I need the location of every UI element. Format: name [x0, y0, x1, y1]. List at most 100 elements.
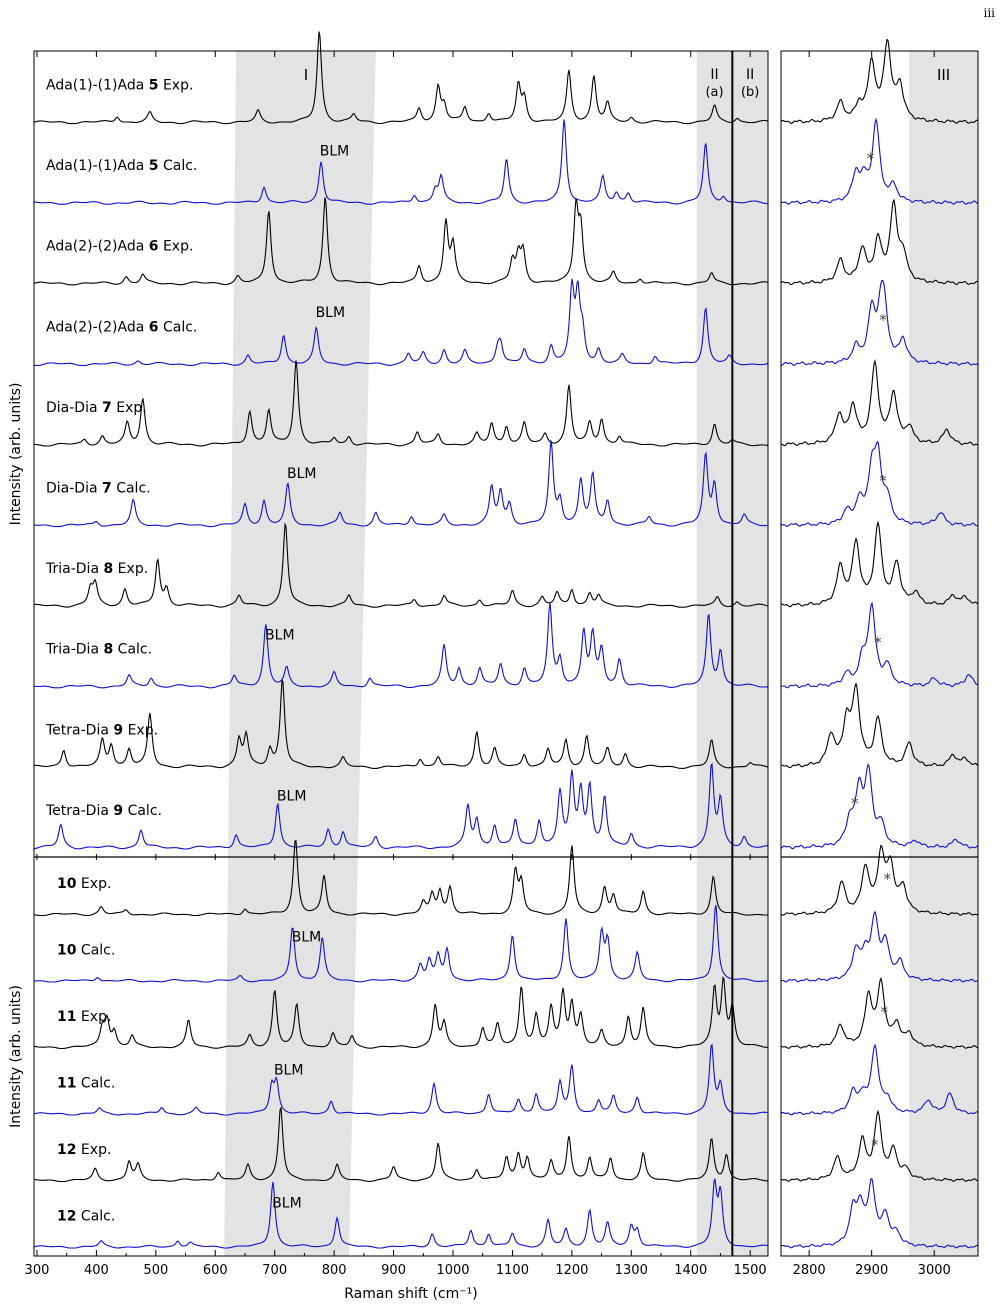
spectrum-label-0-0: Ada(1)-(1)Ada 5 Exp.	[46, 78, 193, 94]
region-IIb-sublabel: (b)	[741, 85, 759, 100]
label-kind: Exp.	[159, 239, 194, 255]
spectrum-main-0-1	[33, 119, 769, 205]
label-kind: Calc.	[112, 481, 151, 497]
spectrum-main-0-6	[33, 522, 769, 608]
blm-label-1-5: BLM	[272, 1196, 301, 1212]
label-kind: Exp.	[123, 722, 158, 738]
main-panel-frame	[33, 50, 769, 1257]
label-kind: Exp.	[112, 400, 147, 416]
x-tick-label-700: 700	[262, 1263, 287, 1278]
label-compound-number: 6	[149, 239, 159, 255]
spectrum-label-0-7: Tria-Dia 8 Calc.	[45, 642, 152, 658]
spectrum-main-0-4	[34, 360, 769, 447]
side-x-tick-label-2900: 2900	[855, 1263, 888, 1278]
spectrum-label-0-1: Ada(1)-(1)Ada 5 Calc.	[46, 158, 197, 174]
spectrum-side-0-1	[780, 117, 979, 205]
spectra-lines	[33, 31, 979, 1249]
blm-label-1-1: BLM	[292, 930, 321, 946]
blm-label-0-5: BLM	[287, 466, 316, 482]
star-marker-1-2: *	[880, 1003, 888, 1021]
label-kind: Exp.	[76, 1142, 111, 1158]
spectrum-label-1-4: 12 Exp.	[57, 1142, 111, 1158]
spectrum-side-1-4	[780, 1109, 979, 1182]
label-name: Tetra-Dia	[45, 722, 113, 738]
label-compound-number: 11	[57, 1009, 76, 1025]
label-kind: Calc.	[76, 1209, 115, 1225]
spectrum-side-1-0	[780, 844, 979, 916]
label-kind: Calc.	[159, 158, 198, 174]
star-marker-1-4: *	[871, 1136, 879, 1154]
spectrum-label-0-8: Tetra-Dia 9 Exp.	[45, 722, 158, 738]
y-axis-label-top: Intensity (arb. units)	[8, 383, 24, 526]
spectrum-side-0-9	[780, 763, 979, 850]
x-axis-label: Raman shift (cm⁻¹)	[344, 1286, 477, 1302]
label-compound-number: 7	[102, 400, 112, 416]
spectrum-side-0-2	[780, 198, 979, 286]
label-compound-number: 9	[113, 722, 123, 738]
spectrum-label-1-0: 10 Exp.	[57, 876, 111, 892]
spectrum-main-0-3	[34, 278, 769, 366]
x-tick-label-500: 500	[143, 1263, 168, 1278]
spectrum-main-1-5	[33, 1178, 769, 1249]
spectrum-main-1-1	[34, 904, 768, 983]
spectrum-side-0-0	[780, 38, 979, 124]
label-name: Dia-Dia	[46, 481, 102, 497]
region-I-label: I	[304, 66, 308, 84]
side-x-tick-label-3000: 3000	[918, 1263, 951, 1278]
label-name: Ada(2)-(2)Ada	[46, 319, 149, 335]
spectrum-side-1-2	[780, 976, 979, 1049]
star-marker-0-7: *	[874, 633, 882, 651]
spectrum-label-0-4: Dia-Dia 7 Exp.	[46, 400, 147, 416]
label-name: Dia-Dia	[46, 400, 102, 416]
label-name: Tria-Dia	[45, 561, 103, 577]
spectrum-main-1-2	[33, 975, 768, 1050]
spectrum-main-1-4	[33, 1107, 769, 1183]
label-compound-number: 5	[149, 158, 159, 174]
region-IIb-label: II	[746, 67, 754, 83]
label-compound-number: 10	[57, 876, 77, 892]
spectrum-side-0-7	[780, 601, 978, 689]
label-kind: Calc.	[76, 1076, 115, 1092]
spectrum-main-0-9	[33, 762, 769, 850]
spectrum-label-1-2: 11 Exp.	[57, 1009, 111, 1025]
spectrum-main-0-5	[33, 440, 769, 528]
label-compound-number: 5	[149, 78, 159, 94]
label-name: Ada(2)-(2)Ada	[46, 239, 149, 255]
label-name: Tetra-Dia	[45, 803, 113, 819]
spectrum-side-0-4	[780, 359, 979, 447]
page-number: iii	[983, 6, 995, 20]
label-compound-number: 10	[57, 943, 77, 959]
star-marker-0-1: *	[867, 150, 875, 168]
spectrum-main-0-8	[33, 678, 769, 769]
x-tick-label-1200: 1200	[555, 1263, 588, 1278]
region-IIa-sublabel: (a)	[705, 85, 723, 100]
x-tick-label-1400: 1400	[674, 1263, 707, 1278]
spectrum-side-0-3	[780, 279, 979, 366]
shaded-regions	[224, 51, 978, 1256]
spectrum-side-0-6	[780, 520, 979, 608]
spectrum-label-0-9: Tetra-Dia 9 Calc.	[45, 803, 162, 819]
spectrum-label-1-5: 12 Calc.	[57, 1209, 115, 1225]
region-III-band	[909, 51, 978, 1256]
spectrum-main-1-0	[33, 840, 769, 917]
label-compound-number: 6	[149, 319, 159, 335]
x-tick-label-300: 300	[25, 1263, 50, 1278]
blm-label-0-9: BLM	[277, 788, 306, 804]
star-marker-0-5: *	[879, 472, 887, 490]
x-tick-label-400: 400	[84, 1263, 109, 1278]
spectrum-label-1-1: 10 Calc.	[57, 943, 115, 959]
spectrum-label-0-2: Ada(2)-(2)Ada 6 Exp.	[46, 239, 193, 255]
blm-label-0-7: BLM	[265, 627, 294, 643]
label-compound-number: 12	[57, 1209, 76, 1225]
region-III-label: III	[937, 66, 950, 84]
blm-label-1-3: BLM	[274, 1063, 303, 1079]
x-tick-label-1300: 1300	[615, 1263, 648, 1278]
star-marker-1-0: *	[884, 870, 892, 888]
spectrum-label-0-5: Dia-Dia 7 Calc.	[46, 481, 151, 497]
star-marker-0-3: *	[879, 311, 887, 329]
spectrum-main-1-3	[33, 1043, 769, 1116]
label-compound-number: 11	[57, 1076, 76, 1092]
label-kind: Exp.	[113, 561, 148, 577]
blm-label-0-1: BLM	[320, 144, 349, 160]
